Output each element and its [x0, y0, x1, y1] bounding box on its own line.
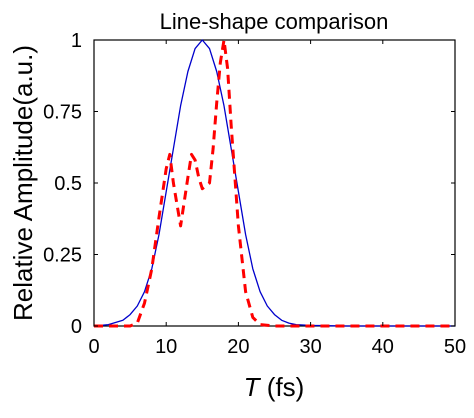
- y-tick-label: 0.5: [54, 173, 82, 195]
- y-axis-label: Relative Amplitude(a.u.): [8, 45, 38, 321]
- y-tick-label: 0: [71, 316, 82, 338]
- plot-area: 0 10 20 30 40 50 0 0.25 0.5 0.75 1: [43, 30, 466, 358]
- y-tick-label: 0.75: [43, 102, 82, 124]
- series-layer: [93, 38, 455, 328]
- y-ticks: 0 0.25 0.5 0.75 1: [43, 30, 455, 338]
- series-line-dashed: [94, 38, 455, 328]
- x-axis-variable: T: [244, 372, 262, 402]
- x-tick-label: 40: [372, 336, 394, 358]
- x-tick-label: 10: [155, 336, 177, 358]
- y-tick-label: 1: [71, 30, 82, 52]
- y-tick-label: 0.25: [43, 245, 82, 267]
- plot-frame: [93, 39, 456, 327]
- x-tick-label: 30: [299, 336, 321, 358]
- x-tick-label: 20: [227, 336, 249, 358]
- x-ticks: 0 10 20 30 40 50: [88, 40, 466, 358]
- x-tick-label: 50: [444, 336, 466, 358]
- x-axis-label: T (fs): [244, 372, 305, 402]
- x-axis-unit: (fs): [260, 372, 305, 402]
- chart-title: Line-shape comparison: [160, 9, 389, 34]
- x-tick-label: 0: [88, 336, 99, 358]
- series-line-solid: [93, 39, 455, 327]
